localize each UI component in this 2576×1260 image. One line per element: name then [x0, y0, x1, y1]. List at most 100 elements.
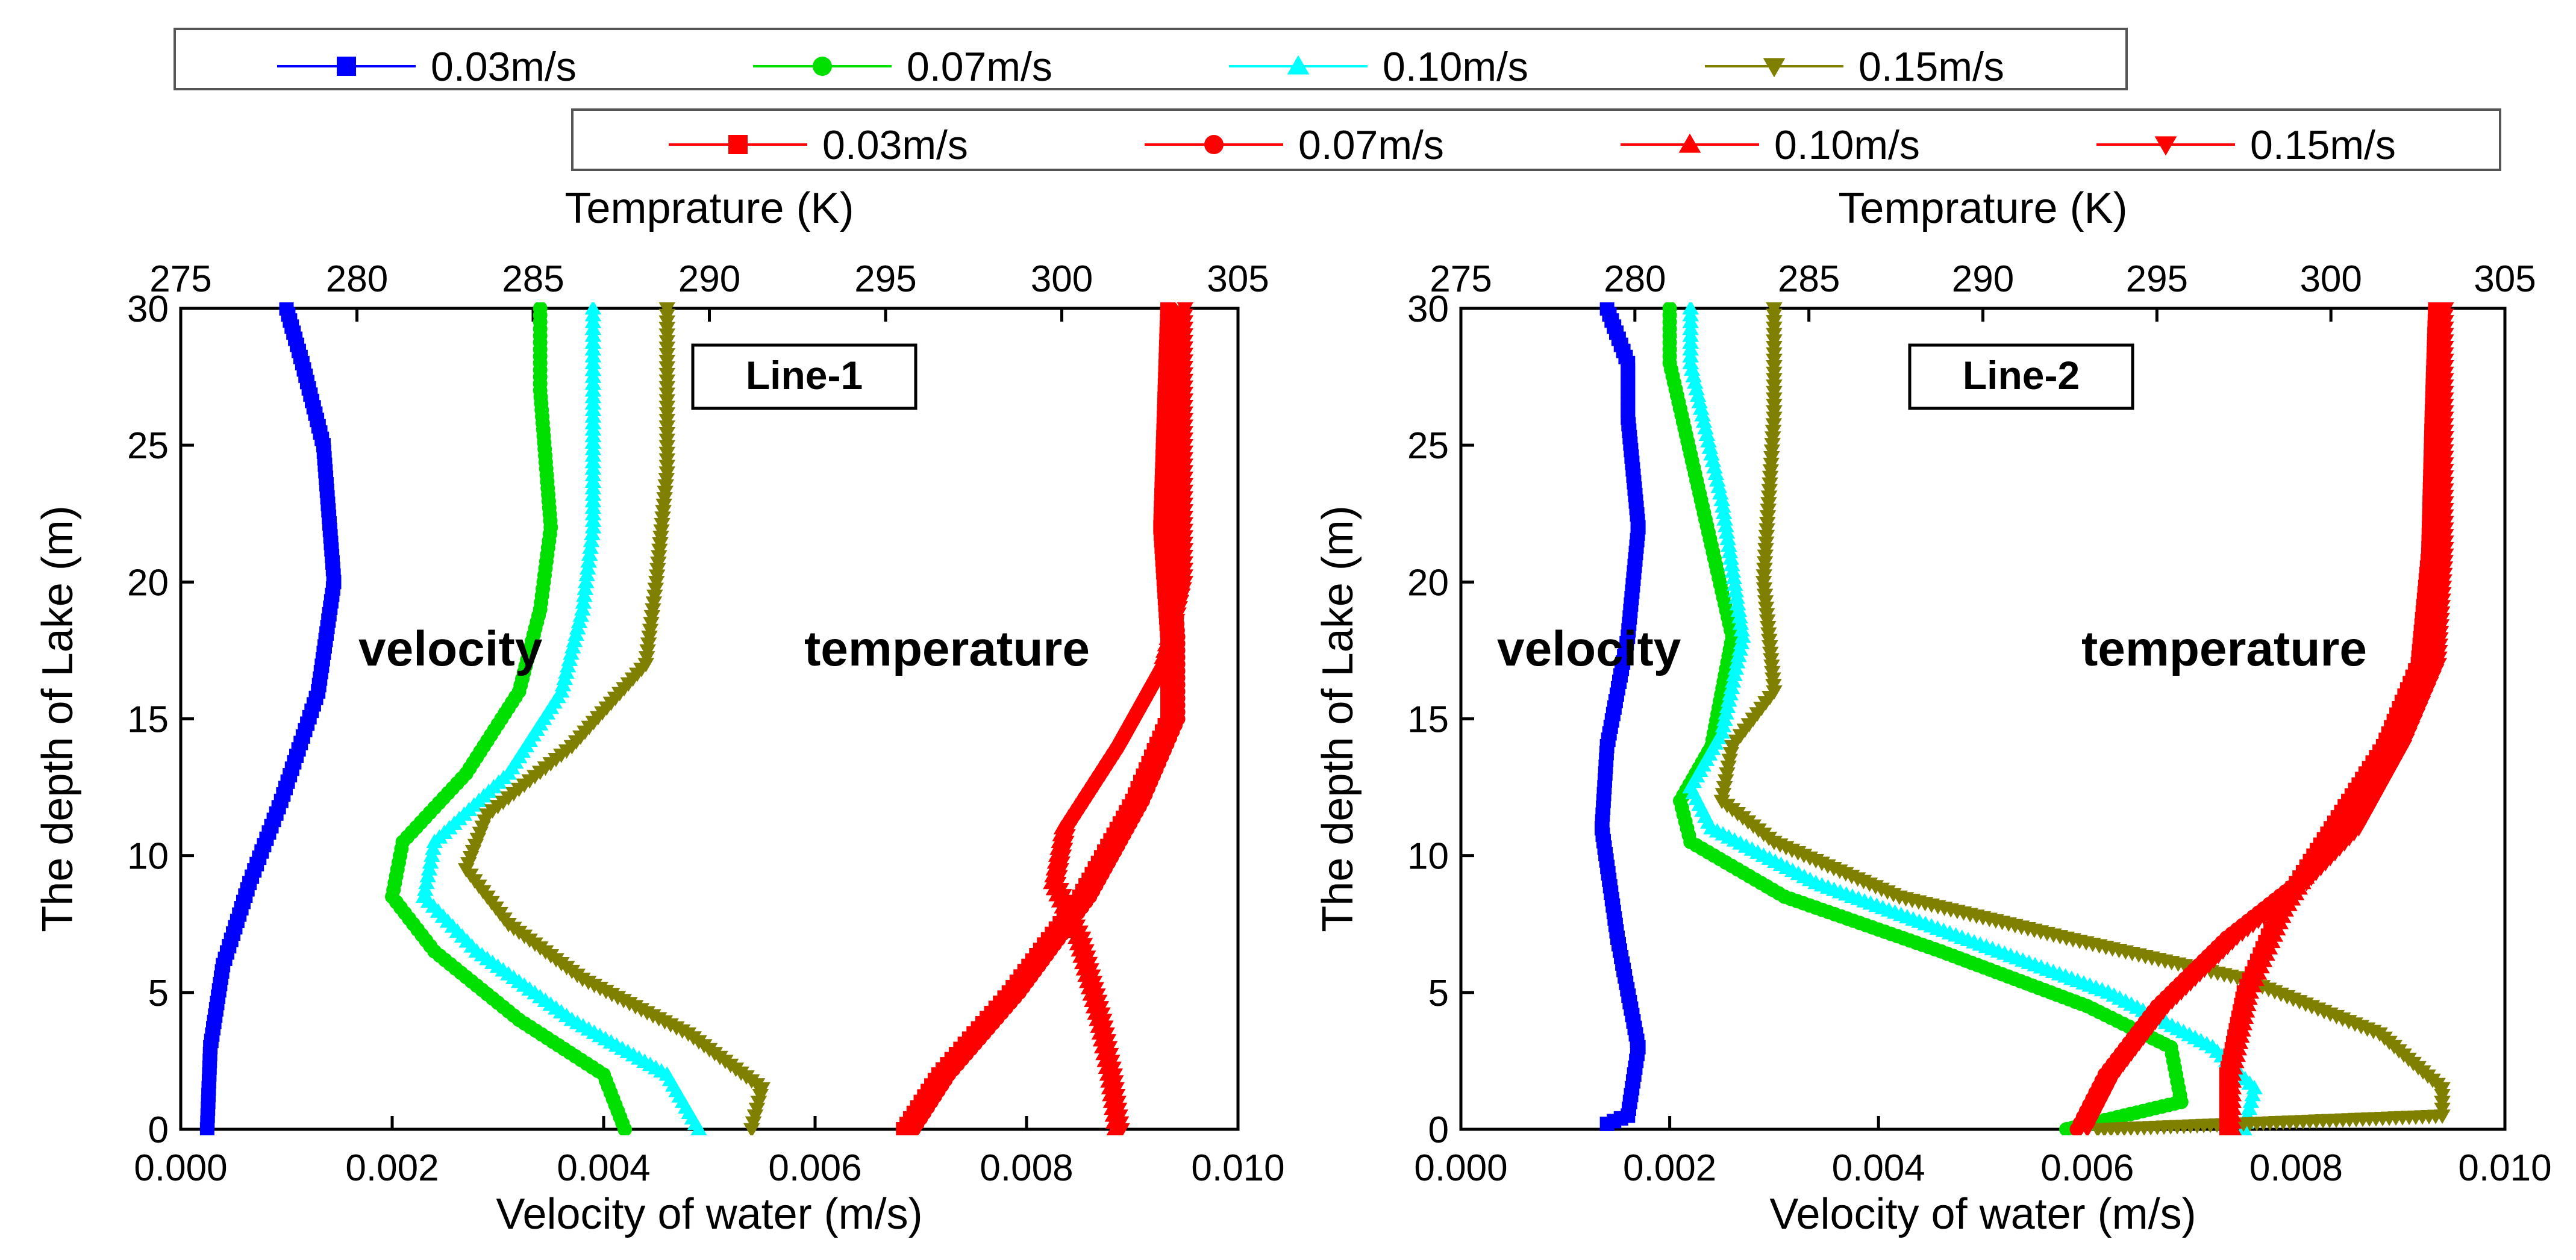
temperature-point: [1174, 588, 1191, 603]
velocity-point: [1765, 418, 1783, 433]
velocity-point: [746, 1109, 764, 1124]
velocity-point: [656, 492, 673, 507]
velocity-point: [650, 557, 667, 572]
temperature-point: [1111, 1109, 1128, 1124]
velocity-point: [1760, 504, 1777, 519]
velocity-legend: 0.03m/s 0.07m/s 0.10m/s 0.15m/s: [277, 44, 2004, 90]
x2-tick-label: 285: [1778, 258, 1840, 300]
panel-line-1: 0.000 0.002 0.004 0.006 0.008 0.010 275 280 285 2…: [34, 184, 1285, 1238]
velocity-series-0.10m/s: [415, 302, 707, 1135]
velocity-point: [1758, 614, 1776, 629]
velocity-point: [1762, 646, 1779, 661]
velocity-series-0.03m/s: [199, 302, 342, 1135]
velocity-point: [651, 543, 668, 558]
temperature-point: [1107, 1075, 1124, 1090]
velocity-point: [642, 623, 659, 638]
temperature-point: [1104, 1055, 1121, 1070]
velocity-point: [1682, 302, 1699, 315]
temperature-point: [1102, 1047, 1119, 1062]
x2-tick-label: 295: [2126, 258, 2188, 300]
y-tick-label: 5: [1428, 973, 1449, 1014]
temperature-series-0.07m/s: [906, 302, 1186, 1135]
legend-item: 0.10m/s: [1621, 122, 1920, 168]
temperature-point: [1172, 594, 1190, 610]
velocity-point: [1761, 640, 1778, 655]
velocity-point: [1763, 660, 1780, 675]
data-layer: [199, 302, 1194, 1135]
velocity-point: [647, 582, 664, 597]
velocity-point: [1755, 569, 1773, 584]
velocity-point: [654, 517, 671, 532]
velocity-point: [1764, 438, 1781, 453]
temperature-point: [1167, 620, 1184, 635]
velocity-point: [653, 524, 670, 539]
velocity-point: [657, 479, 675, 494]
x2-tick-label: 290: [1952, 258, 2014, 300]
velocity-point: [645, 603, 661, 618]
velocity-point: [1766, 302, 1783, 317]
velocity-point: [1721, 753, 1739, 769]
velocity-point: [1759, 516, 1776, 531]
annotation-velocity: velocity: [358, 622, 543, 676]
y-tick-label: 0: [1428, 1109, 1449, 1151]
velocity-point: [1757, 543, 1774, 558]
temperature-point: [1099, 1034, 1117, 1049]
temperature-point: [1113, 1123, 1130, 1135]
velocity-point: [1762, 464, 1780, 479]
velocity-point: [639, 644, 656, 659]
velocity-point: [649, 563, 666, 578]
y-tick-label: 20: [127, 562, 169, 603]
velocity-point: [1766, 685, 1783, 700]
temperature-point: [1163, 638, 1180, 653]
velocity-point: [1760, 497, 1777, 512]
legend-label: 0.07m/s: [1298, 122, 1444, 168]
velocity-point: [1719, 767, 1736, 782]
temperature-point: [1160, 651, 1178, 666]
velocity-point: [1759, 510, 1777, 525]
legend-marker-icon: [813, 57, 832, 76]
velocity-point: [643, 610, 661, 625]
x2-tick-label: 290: [678, 258, 740, 300]
x2-tick-label: 300: [2299, 258, 2362, 300]
velocity-point: [1763, 457, 1780, 472]
legend-label: 0.10m/s: [1774, 122, 1920, 168]
y-tick-label: 5: [148, 973, 169, 1014]
velocity-point: [1759, 620, 1777, 635]
velocity-point: [1757, 595, 1774, 610]
temperature-point: [1051, 870, 1068, 885]
temperature-point: [1097, 1020, 1114, 1035]
x-tick-label: 0.000: [134, 1147, 227, 1189]
temperature-point: [1110, 1102, 1128, 1117]
x-tick-label: 0.008: [2249, 1147, 2343, 1189]
velocity-point: [1755, 576, 1772, 591]
velocity-point: [748, 1102, 766, 1117]
x2-tick-label: 295: [854, 258, 916, 300]
velocity-point: [1764, 666, 1781, 681]
velocity-point: [651, 550, 667, 565]
velocity-point: [1765, 425, 1782, 440]
velocity-point: [533, 302, 548, 316]
annotation-velocity: velocity: [1497, 622, 1681, 676]
annotation-temperature: temperature: [804, 622, 1090, 676]
x2-axis-title: Temprature (K): [564, 184, 854, 232]
velocity-point: [654, 511, 671, 526]
velocity-point: [648, 576, 665, 591]
x-tick-label: 0.002: [345, 1147, 439, 1189]
data-layer: [1594, 302, 2454, 1135]
velocity-point: [279, 302, 294, 316]
temperature-point: [1054, 856, 1071, 871]
velocity-point: [1713, 794, 1731, 809]
temperature-point: [1171, 601, 1189, 616]
velocity-point: [1765, 431, 1781, 446]
velocity-point: [1758, 523, 1775, 538]
y-tick-label: 30: [1407, 288, 1449, 330]
y-tick-label: 30: [127, 288, 169, 330]
velocity-point: [655, 505, 672, 520]
velocity-point: [646, 589, 663, 604]
legend-label: 0.10m/s: [1383, 44, 1528, 90]
temperature-point: [1055, 849, 1072, 864]
velocity-point: [1662, 302, 1677, 316]
velocity-series-0.15m/s: [1713, 302, 2451, 1135]
temperature-legend-box: [571, 108, 2501, 171]
velocity-point: [1758, 529, 1775, 544]
